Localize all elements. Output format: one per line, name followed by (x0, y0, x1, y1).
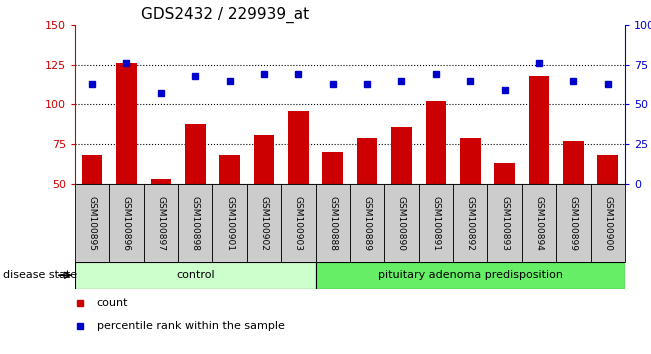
Bar (488, 184, 522, 262)
Text: GSM100891: GSM100891 (432, 195, 440, 251)
Text: GSM100895: GSM100895 (87, 195, 96, 251)
Bar (316, 262, 625, 289)
Text: percentile rank within the sample: percentile rank within the sample (97, 321, 284, 331)
Bar (556, 184, 590, 262)
Text: GSM100894: GSM100894 (534, 195, 544, 251)
Bar (529, 76, 549, 184)
Bar (391, 127, 412, 184)
Bar (212, 184, 247, 262)
Bar (494, 163, 515, 184)
Bar (522, 184, 556, 262)
Text: control: control (176, 270, 215, 280)
Bar (453, 184, 488, 262)
Bar (178, 184, 212, 262)
Bar (116, 63, 137, 184)
Text: GSM100897: GSM100897 (156, 195, 165, 251)
Bar (281, 184, 316, 262)
Text: GSM100898: GSM100898 (191, 195, 200, 251)
Bar (288, 111, 309, 184)
Bar (144, 184, 178, 262)
Bar (322, 152, 343, 184)
Bar (357, 138, 378, 184)
Text: GSM100902: GSM100902 (260, 195, 268, 251)
Bar (384, 184, 419, 262)
Text: count: count (97, 298, 128, 308)
Bar (419, 184, 453, 262)
Bar (590, 184, 625, 262)
Text: GSM100892: GSM100892 (465, 195, 475, 251)
Bar (75, 262, 316, 289)
Text: GSM100901: GSM100901 (225, 195, 234, 251)
Bar (247, 184, 281, 262)
Bar (254, 135, 274, 184)
Text: GSM100893: GSM100893 (500, 195, 509, 251)
Text: GSM100890: GSM100890 (397, 195, 406, 251)
Bar (185, 124, 206, 184)
Text: GSM100889: GSM100889 (363, 195, 372, 251)
Bar (426, 101, 446, 184)
Text: disease state: disease state (3, 270, 77, 280)
Bar (109, 184, 144, 262)
Text: GSM100899: GSM100899 (569, 195, 578, 251)
Text: GSM100888: GSM100888 (328, 195, 337, 251)
Text: pituitary adenoma predisposition: pituitary adenoma predisposition (378, 270, 562, 280)
Bar (150, 179, 171, 184)
Text: GDS2432 / 229939_at: GDS2432 / 229939_at (141, 7, 309, 23)
Bar (460, 138, 480, 184)
Text: GSM100903: GSM100903 (294, 195, 303, 251)
Bar (563, 141, 584, 184)
Bar (598, 155, 618, 184)
Bar (75, 184, 109, 262)
Bar (316, 184, 350, 262)
Bar (350, 184, 384, 262)
Text: GSM100900: GSM100900 (603, 195, 613, 251)
Text: GSM100896: GSM100896 (122, 195, 131, 251)
Bar (219, 155, 240, 184)
Bar (82, 155, 102, 184)
